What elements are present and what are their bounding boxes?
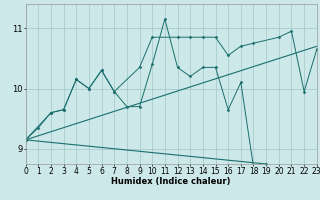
X-axis label: Humidex (Indice chaleur): Humidex (Indice chaleur) (111, 177, 231, 186)
